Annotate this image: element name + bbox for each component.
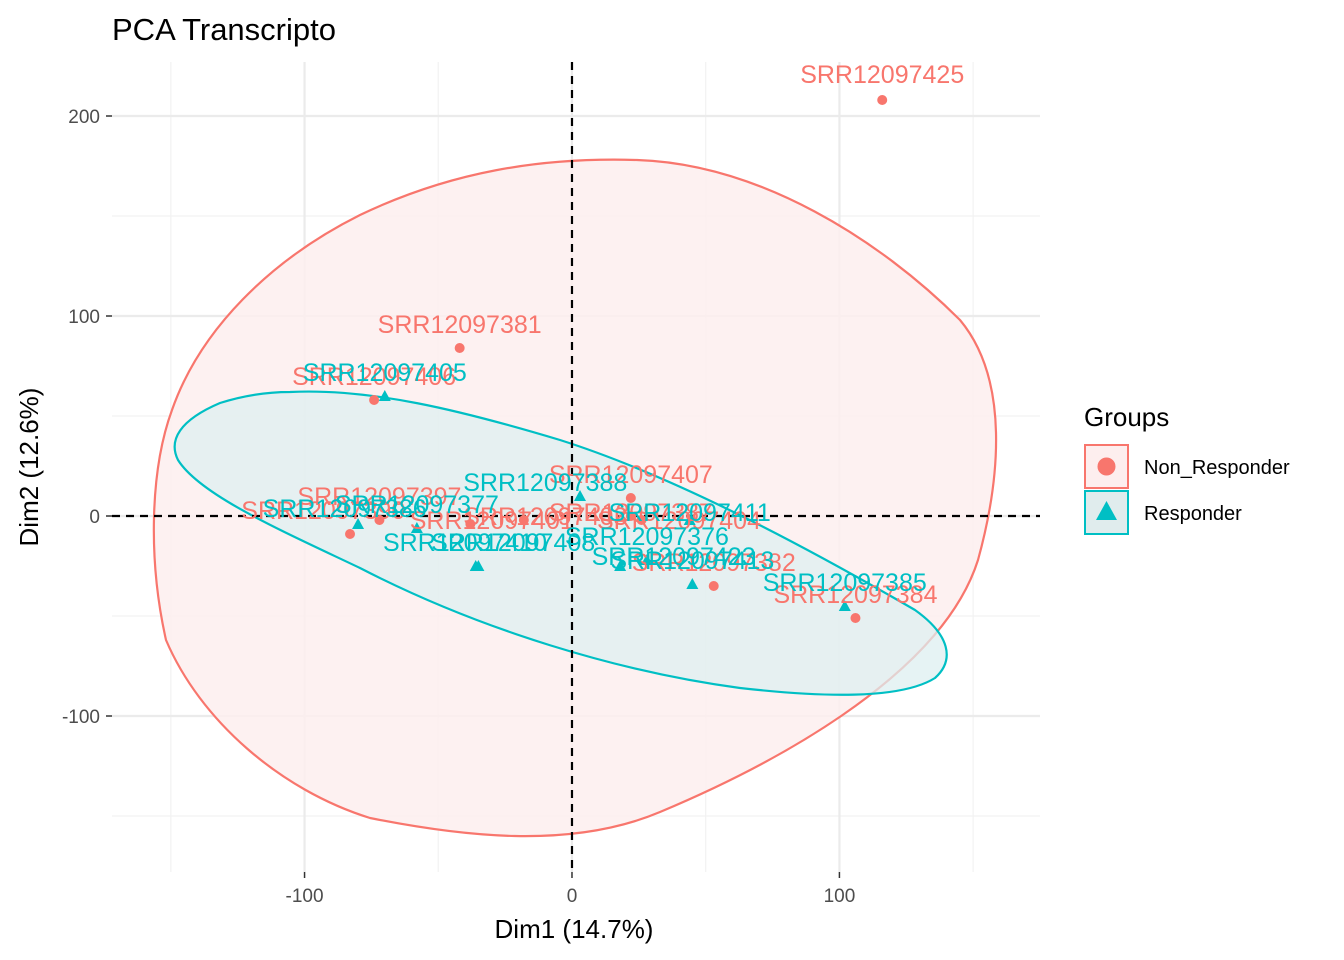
confidence-ellipses [152, 158, 998, 838]
point-label: SRR12097382 [632, 549, 796, 577]
data-point [369, 395, 380, 405]
point-label: SRR12097411 [609, 499, 771, 527]
legend-key-responder [1084, 490, 1129, 535]
legend-label-non-responder: Non_Responder [1144, 457, 1290, 479]
chart-title: PCA Transcripto [112, 12, 336, 47]
data-points [345, 95, 888, 623]
data-point [838, 600, 851, 611]
point-label: SRR12097406 [292, 363, 456, 391]
data-point [454, 343, 465, 353]
data-point [625, 511, 636, 521]
data-point [625, 493, 636, 503]
y-axis-title: Dim2 (12.6%) [14, 388, 44, 547]
data-point [636, 515, 647, 525]
legend-title: Groups [1084, 402, 1169, 432]
y-tick-label: 0 [89, 507, 100, 528]
point-label: SRR12097425 [800, 61, 964, 89]
point-label: SRR12097404 [597, 507, 761, 535]
data-point [574, 490, 587, 501]
data-point [686, 578, 699, 589]
point-label: SRR12097386 [263, 495, 427, 523]
x-axis-title: Dim1 (14.7%) [495, 914, 654, 944]
legend-label-responder: Responder [1144, 503, 1242, 525]
point-label: SRR12097384 [773, 581, 937, 609]
point-label: SRR12097377 [335, 491, 499, 519]
point-label: SRR12097388 [463, 469, 627, 497]
data-point [352, 518, 365, 529]
data-point [465, 519, 476, 529]
point-label: SRR12097405 [303, 359, 467, 387]
ellipse-responder [173, 390, 948, 696]
point-label: SRR12097408 [431, 529, 595, 557]
data-point [345, 529, 356, 539]
data-point [850, 613, 861, 623]
point-label: SRR12097390 [241, 497, 405, 525]
x-tick-label: 100 [824, 886, 856, 907]
point-label: SRR12097413 [610, 547, 774, 575]
point-label: SRR12097410 [383, 529, 547, 557]
axes: -100 0 100 -100 0 100 200 [62, 107, 855, 907]
y-tick-label: 200 [68, 107, 100, 128]
legend: Groups Non_Responder Responder [1084, 402, 1290, 535]
legend-triangle-icon [1096, 501, 1117, 520]
data-point [378, 390, 391, 401]
point-label: SRR12097423 [592, 543, 756, 571]
point-label: SRR12097376 [565, 523, 729, 551]
point-label: SRR12097401 [410, 507, 574, 535]
data-point [374, 515, 385, 525]
point-label: SRR12097381 [378, 311, 542, 339]
data-point [469, 560, 482, 571]
legend-item-non-responder: Non_Responder [1084, 444, 1290, 489]
data-point [518, 515, 529, 525]
data-point [410, 522, 423, 533]
x-tick-label: -100 [286, 886, 324, 907]
point-labels: SRR12097425SRR12097381SRR12097406SRR1209… [241, 61, 964, 609]
point-label: SRR12097403 [463, 503, 627, 531]
legend-circle-icon [1097, 457, 1116, 476]
point-label: SRR12097385 [763, 569, 927, 597]
y-tick-label: -100 [62, 707, 100, 728]
point-label: SRR12097387 [549, 499, 713, 527]
data-point [614, 560, 627, 571]
point-label: SRR12097407 [549, 461, 713, 489]
reference-lines [112, 62, 1040, 872]
y-tick-label: 100 [68, 307, 100, 328]
data-point [640, 554, 653, 565]
point-label: SRR12097397 [297, 483, 461, 511]
data-point [683, 514, 696, 525]
x-tick-label: 0 [567, 886, 578, 907]
data-point [708, 581, 719, 591]
data-point [877, 95, 888, 105]
legend-item-responder: Responder [1084, 490, 1242, 535]
